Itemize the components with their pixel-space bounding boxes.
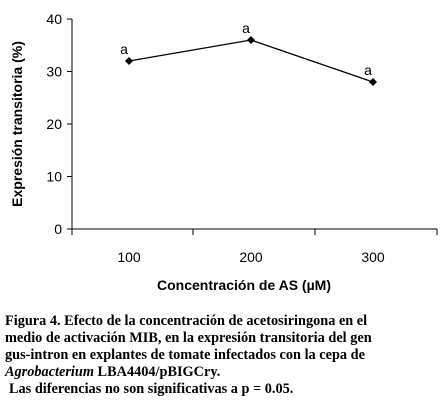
data-point-marker (369, 78, 377, 86)
caption-line-2: medio de activación MIB, en la expresión… (5, 330, 372, 346)
caption-line-4: Agrobacterium LBA4404/pBIGCry. (5, 364, 441, 381)
x-ticks: 100 200 300 (71, 229, 438, 265)
data-point-marker (125, 57, 133, 65)
y-tick-label: 10 (46, 169, 62, 185)
caption-line-1: Figura 4. Efecto de la concentración de … (5, 313, 368, 329)
chart-axes: 0 10 20 30 40 100 200 300 (46, 11, 438, 265)
caption-line-3: gus-intron en explantes de tomate infect… (5, 347, 365, 363)
figure-caption: Figura 4. Efecto de la concentración de … (5, 313, 441, 398)
y-ticks: 0 10 20 30 40 (46, 11, 72, 237)
y-tick-label: 0 (54, 221, 62, 237)
x-axis-title: Concentración de AS (µM) (157, 277, 331, 293)
y-tick-label: 20 (46, 116, 62, 132)
x-tick-label: 100 (117, 249, 141, 265)
series-line (128, 39, 374, 83)
caption-strain: LBA4404/pBIGCry. (93, 364, 221, 380)
data-point-label: a (364, 62, 372, 78)
series-expresion: a a a (120, 20, 377, 86)
caption-note: Las diferencias no son significativas a … (9, 381, 294, 397)
data-point-label: a (242, 20, 250, 36)
x-tick-label: 200 (239, 249, 263, 265)
line-chart: 0 10 20 30 40 100 200 300 Expresión transitori… (9, 11, 438, 293)
caption-genus: Agrobacterium (5, 364, 94, 380)
data-point-marker (247, 36, 255, 44)
x-tick-label: 300 (361, 249, 385, 265)
y-tick-label: 40 (46, 11, 62, 27)
y-tick-label: 30 (46, 64, 62, 80)
data-point-label: a (120, 41, 128, 57)
y-axis-title: Expresión transitoria (%) (9, 41, 25, 207)
